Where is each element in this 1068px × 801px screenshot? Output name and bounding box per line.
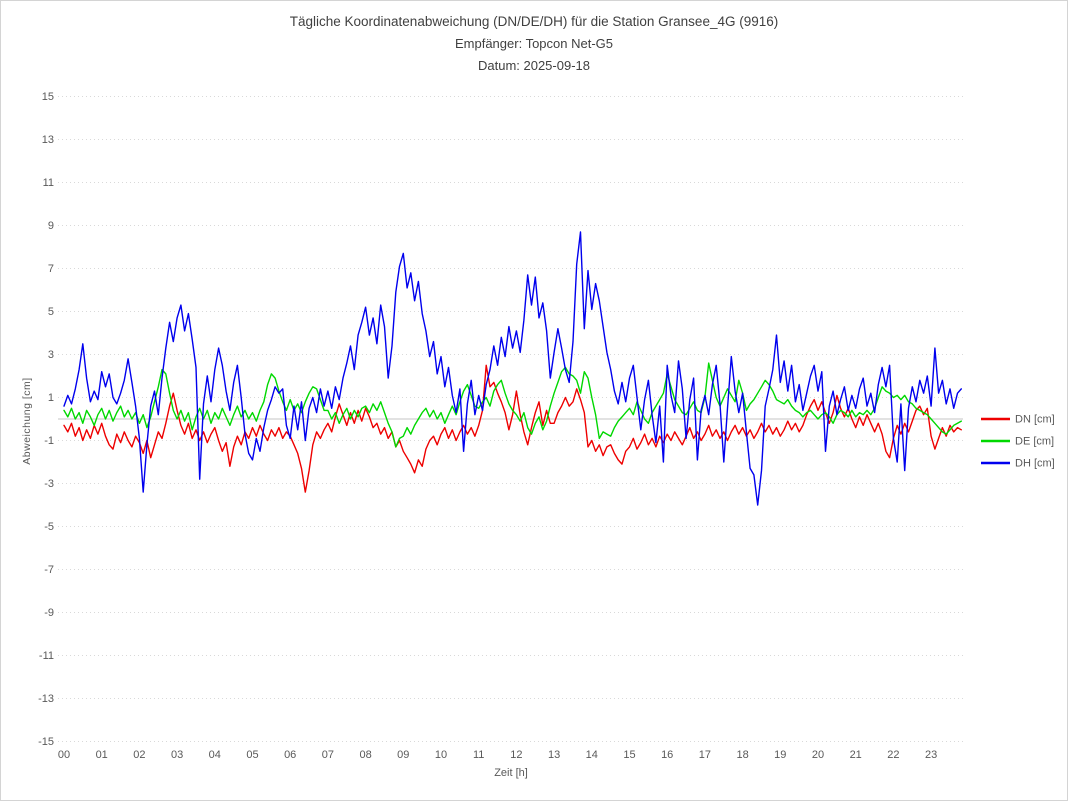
x-tick-label: 20 [812, 749, 824, 761]
x-tick-label: 14 [586, 749, 598, 761]
y-tick-label: -11 [39, 650, 54, 662]
x-tick-label: 07 [322, 749, 334, 761]
y-tick-label: 13 [42, 134, 54, 146]
x-tick-label: 22 [887, 749, 899, 761]
y-tick-label: -3 [44, 478, 54, 490]
x-tick-label: 05 [246, 749, 258, 761]
y-tick-label: 11 [43, 177, 54, 189]
y-tick-label: 3 [48, 349, 54, 361]
y-tick-label: 5 [48, 306, 54, 318]
x-tick-label: 21 [850, 749, 862, 761]
x-tick-label: 15 [623, 749, 635, 761]
x-tick-label: 03 [171, 749, 183, 761]
x-tick-label: 04 [209, 749, 221, 761]
legend-label-dh: DH [cm] [1015, 458, 1055, 470]
x-tick-label: 10 [435, 749, 447, 761]
y-tick-label: -9 [44, 607, 54, 619]
x-tick-label: 18 [736, 749, 748, 761]
y-tick-label: -7 [44, 564, 54, 576]
series-line-dh [63, 231, 962, 506]
x-tick-label: 16 [661, 749, 673, 761]
x-tick-label: 06 [284, 749, 296, 761]
chart-subtitle-date: Datum: 2025-09-18 [477, 58, 590, 73]
x-tick-label: 23 [925, 749, 937, 761]
x-tick-label: 09 [397, 749, 409, 761]
x-tick-label: 08 [359, 749, 371, 761]
series-line-dn [63, 364, 962, 493]
x-tick-label: 17 [699, 749, 711, 761]
y-tick-label: -15 [38, 736, 54, 748]
series-line-de [63, 362, 962, 448]
chart-title: Tägliche Koordinatenabweichung (DN/DE/DH… [289, 14, 779, 29]
y-tick-label: 7 [48, 263, 54, 275]
x-tick-label: 19 [774, 749, 786, 761]
x-tick-label: 02 [133, 749, 145, 761]
legend-label-de: DE [cm] [1015, 436, 1054, 448]
y-tick-label: -5 [44, 521, 54, 533]
chart-subtitle-receiver: Empfänger: Topcon Net-G5 [454, 36, 613, 51]
y-tick-label: -13 [38, 693, 54, 705]
x-tick-label: 11 [473, 749, 484, 761]
x-tick-label: 12 [510, 749, 522, 761]
x-tick-label: 13 [548, 749, 560, 761]
legend-label-dn: DN [cm] [1015, 414, 1055, 426]
y-tick-label: 15 [42, 91, 54, 103]
y-tick-label: 1 [48, 392, 54, 404]
x-tick-label: 00 [58, 749, 70, 761]
chart-header: Tägliche Koordinatenabweichung (DN/DE/DH… [1, 10, 1067, 77]
y-tick-label: -1 [44, 435, 54, 447]
y-tick-label: 9 [48, 220, 54, 232]
x-axis-title: Zeit [h] [494, 767, 528, 779]
x-tick-label: 01 [96, 749, 108, 761]
